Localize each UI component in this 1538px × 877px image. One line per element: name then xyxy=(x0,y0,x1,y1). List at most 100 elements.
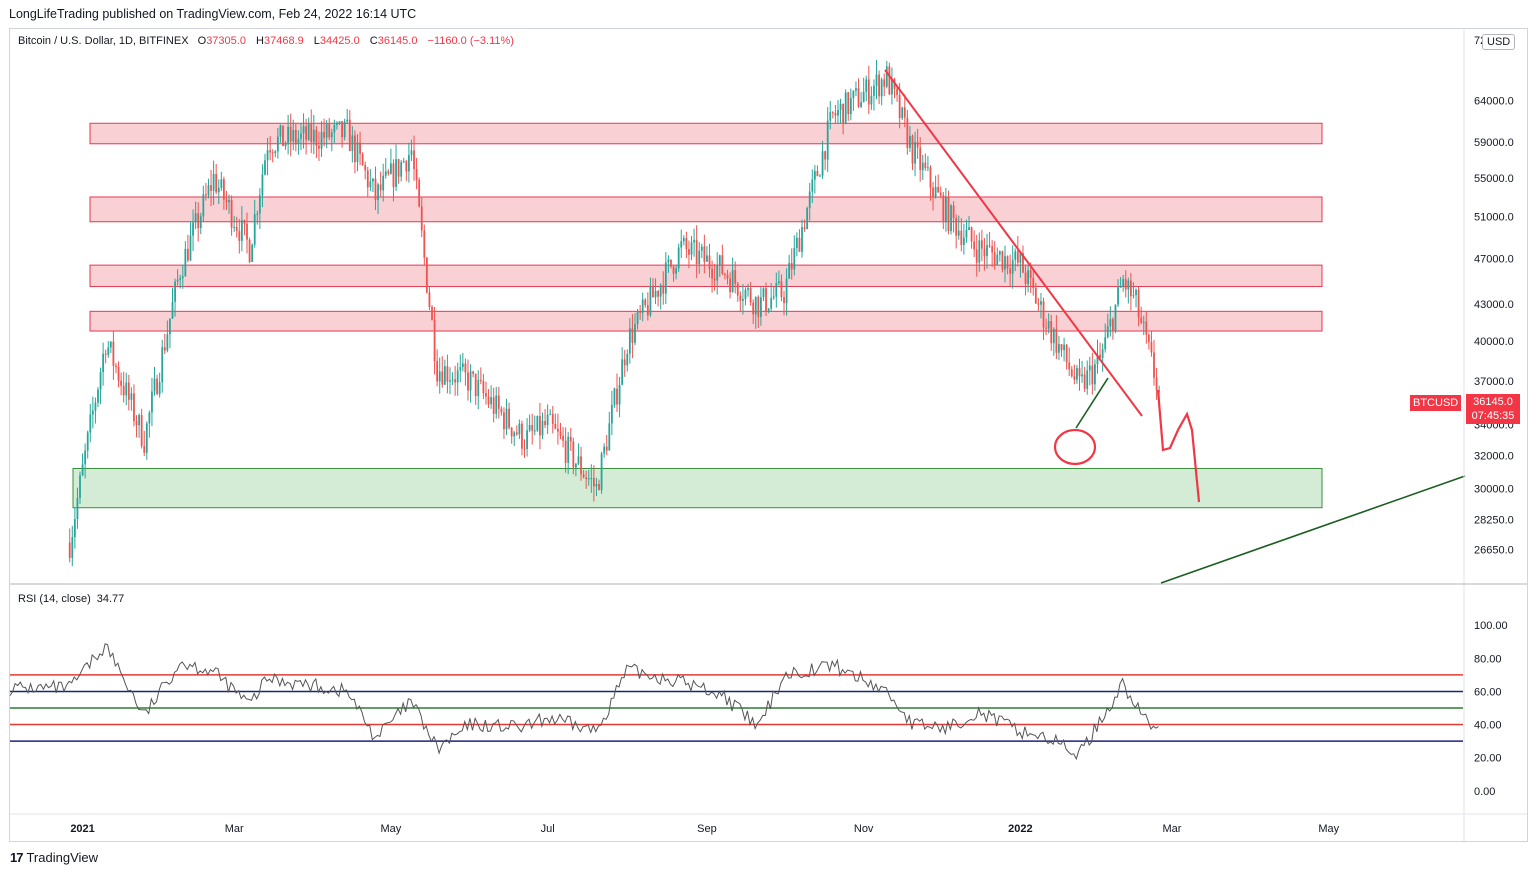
candle-body-41 xyxy=(174,281,176,302)
candle-body-418 xyxy=(1142,321,1145,323)
candle-body-55 xyxy=(210,185,212,191)
candle-body-316 xyxy=(880,79,883,97)
candle-body-78 xyxy=(269,150,272,153)
candle-body-163 xyxy=(487,396,490,405)
candle-body-44 xyxy=(181,276,184,279)
forecast-path xyxy=(1156,389,1201,503)
candle-body-29 xyxy=(143,446,146,453)
candle-body-408 xyxy=(1117,287,1119,305)
candle-body-52 xyxy=(202,194,205,217)
candle-body-363 xyxy=(1001,251,1004,270)
candle-body-324 xyxy=(901,107,904,119)
candle-body-364 xyxy=(1004,256,1006,270)
candle-body-121 xyxy=(379,184,382,191)
candle-body-184 xyxy=(541,420,544,436)
candle-body-302 xyxy=(844,92,847,124)
candle-body-415 xyxy=(1135,289,1137,296)
candle-body-268 xyxy=(757,296,760,317)
candle-body-270 xyxy=(762,288,765,298)
candle-body-172 xyxy=(510,427,513,437)
candle-body-373 xyxy=(1027,270,1030,284)
candle-body-195 xyxy=(569,436,572,442)
candle-body-249 xyxy=(708,255,711,269)
open-label: O xyxy=(197,35,207,47)
candle-body-284 xyxy=(798,237,801,252)
candle-body-409 xyxy=(1119,286,1122,288)
symbol-price-tag: BTCUSD xyxy=(1410,395,1462,411)
rsi-legend: RSI (14, close) 34.77 xyxy=(18,593,124,605)
candle-body-196 xyxy=(572,441,575,468)
high-value: 37468.9 xyxy=(263,35,304,47)
candle-body-237 xyxy=(677,247,680,269)
candle-body-3 xyxy=(76,498,79,520)
candle-body-349 xyxy=(965,230,968,238)
time-tick-2: May xyxy=(381,823,402,835)
candle-body-277 xyxy=(780,281,783,298)
candle-body-140 xyxy=(428,292,431,307)
candle-body-74 xyxy=(258,195,261,214)
candle-body-192 xyxy=(562,435,564,441)
candle-body-96 xyxy=(315,129,318,146)
candle-body-102 xyxy=(330,132,333,138)
candle-body-360 xyxy=(993,252,996,265)
rsi-tick-2: 60.00 xyxy=(1474,686,1502,698)
time-tick-7: Mar xyxy=(1163,823,1182,835)
candle-body-183 xyxy=(539,416,541,436)
candle-body-240 xyxy=(685,237,688,250)
candle-body-48 xyxy=(192,222,194,236)
candle-body-75 xyxy=(261,174,264,196)
candle-body-54 xyxy=(207,185,210,196)
rsi-tick-5: 0.00 xyxy=(1474,786,1495,798)
candle-body-161 xyxy=(482,381,485,394)
currency-button[interactable]: USD xyxy=(1482,34,1516,50)
price-tick-10: 32000.0 xyxy=(1474,451,1514,463)
candle-body-278 xyxy=(783,297,785,304)
low-label: L xyxy=(313,35,320,47)
candle-body-388 xyxy=(1065,344,1068,363)
candle-body-171 xyxy=(508,408,510,428)
candle-body-17 xyxy=(112,341,115,366)
candle-body-138 xyxy=(423,230,426,258)
candle-body-87 xyxy=(292,130,295,142)
candle-body-10 xyxy=(94,402,97,411)
candle-body-417 xyxy=(1140,317,1143,323)
bar-countdown: 07:45:35 xyxy=(1471,410,1515,422)
candle-body-206 xyxy=(598,484,600,491)
candle-body-259 xyxy=(734,270,737,284)
candle-body-230 xyxy=(659,285,662,297)
candle-body-185 xyxy=(544,420,546,426)
candle-body-343 xyxy=(950,205,952,231)
candle-body-389 xyxy=(1068,362,1071,370)
candle-body-200 xyxy=(582,474,585,478)
candle-body-179 xyxy=(528,425,531,431)
candle-body-95 xyxy=(312,129,315,143)
candle-body-244 xyxy=(695,240,698,264)
tradingview-brand[interactable]: 17 TradingView xyxy=(10,850,98,865)
candle-body-203 xyxy=(590,478,593,480)
candle-body-333 xyxy=(924,162,927,169)
candle-body-210 xyxy=(608,423,611,451)
candle-body-128 xyxy=(397,159,400,177)
candle-body-191 xyxy=(559,431,562,436)
candle-body-423 xyxy=(1155,377,1158,391)
candle-body-127 xyxy=(395,159,397,187)
short-uptrend-line xyxy=(1075,377,1109,429)
candle-body-4 xyxy=(79,475,81,499)
candle-body-77 xyxy=(266,150,269,161)
candle-body-70 xyxy=(248,239,251,262)
close-label: C xyxy=(369,35,378,47)
candle-body-390 xyxy=(1070,369,1073,377)
candle-body-243 xyxy=(693,240,695,243)
candle-body-20 xyxy=(120,380,123,386)
candle-body-218 xyxy=(628,328,631,354)
candle-body-167 xyxy=(497,395,500,409)
candle-body-376 xyxy=(1034,287,1037,304)
candle-body-149 xyxy=(451,379,454,381)
candle-body-391 xyxy=(1073,376,1076,380)
candle-body-315 xyxy=(878,74,880,97)
candle-body-274 xyxy=(772,296,775,298)
candle-body-159 xyxy=(477,379,480,397)
candle-body-62 xyxy=(228,199,230,203)
candle-body-68 xyxy=(243,220,246,224)
